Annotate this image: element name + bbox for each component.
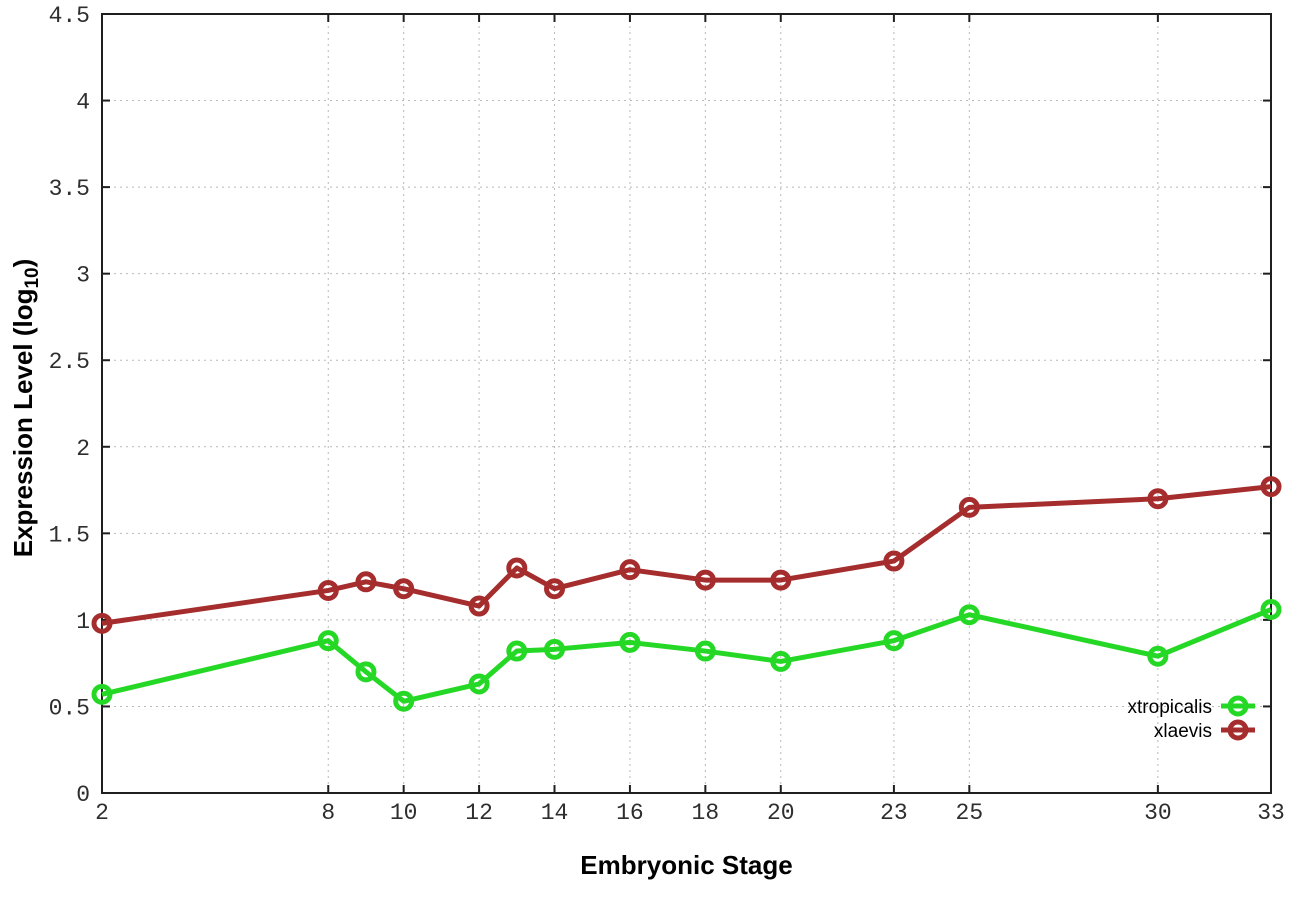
legend-label-xlaevis: xlaevis — [1154, 721, 1212, 742]
data-point-xlaevis — [355, 571, 377, 593]
data-point-xlaevis — [1147, 488, 1169, 510]
data-point-xtropicalis — [317, 630, 339, 652]
data-point-xtropicalis — [468, 673, 490, 695]
x-tick-label: 20 — [767, 800, 795, 826]
y-tick-label: 4 — [76, 90, 90, 116]
data-point-xlaevis — [1260, 476, 1282, 498]
x-tick-label: 33 — [1257, 800, 1285, 826]
series-line-xlaevis — [101, 484, 1272, 626]
y-tick-label: 0 — [76, 782, 90, 808]
data-point-xtropicalis — [506, 640, 528, 662]
y-tick-label: 1.5 — [49, 522, 90, 548]
data-point-xtropicalis — [1260, 599, 1282, 621]
data-point-xtropicalis — [544, 638, 566, 660]
x-tick-label: 23 — [880, 800, 908, 826]
data-point-xtropicalis — [1147, 645, 1169, 667]
data-point-xlaevis — [958, 496, 980, 518]
data-point-xlaevis — [506, 557, 528, 579]
data-point-xlaevis — [770, 569, 792, 591]
y-tick-label: 0.5 — [49, 695, 90, 721]
data-point-xtropicalis — [393, 690, 415, 712]
data-point-xlaevis — [91, 612, 113, 634]
y-tick-label: 3 — [76, 263, 90, 289]
data-point-xlaevis — [883, 550, 905, 572]
data-point-xlaevis — [393, 578, 415, 600]
x-tick-label: 25 — [956, 800, 984, 826]
y-tick-label: 3.5 — [49, 176, 90, 202]
y-tick-label: 2.5 — [49, 349, 90, 375]
data-point-xtropicalis — [958, 604, 980, 626]
x-tick-label: 14 — [541, 800, 569, 826]
x-tick-label: 2 — [95, 800, 109, 826]
series-line-xtropicalis — [101, 607, 1272, 704]
x-tick-label: 18 — [692, 800, 720, 826]
x-tick-label: 10 — [390, 800, 418, 826]
data-point-xtropicalis — [355, 661, 377, 683]
data-point-xlaevis — [544, 578, 566, 600]
x-tick-label: 8 — [321, 800, 335, 826]
y-tick-label: 4.5 — [49, 3, 90, 29]
legend-marker-icon — [1227, 695, 1249, 717]
y-tick-label: 2 — [76, 436, 90, 462]
data-point-xtropicalis — [91, 683, 113, 705]
y-tick-label: 1 — [76, 609, 90, 635]
x-tick-label: 16 — [616, 800, 644, 826]
legend-marker-icon — [1227, 719, 1249, 741]
x-tick-label: 12 — [465, 800, 493, 826]
data-point-xtropicalis — [619, 631, 641, 653]
data-point-xtropicalis — [883, 630, 905, 652]
data-point-xlaevis — [619, 559, 641, 581]
x-axis-title: Embryonic Stage — [580, 850, 793, 880]
data-point-xtropicalis — [770, 650, 792, 672]
data-point-xlaevis — [317, 579, 339, 601]
legend-label-xtropicalis: xtropicalis — [1128, 697, 1212, 718]
data-point-xlaevis — [468, 595, 490, 617]
plot-border — [101, 13, 1272, 794]
data-point-xtropicalis — [694, 640, 716, 662]
x-tick-label: 30 — [1144, 800, 1172, 826]
data-point-xlaevis — [694, 569, 716, 591]
